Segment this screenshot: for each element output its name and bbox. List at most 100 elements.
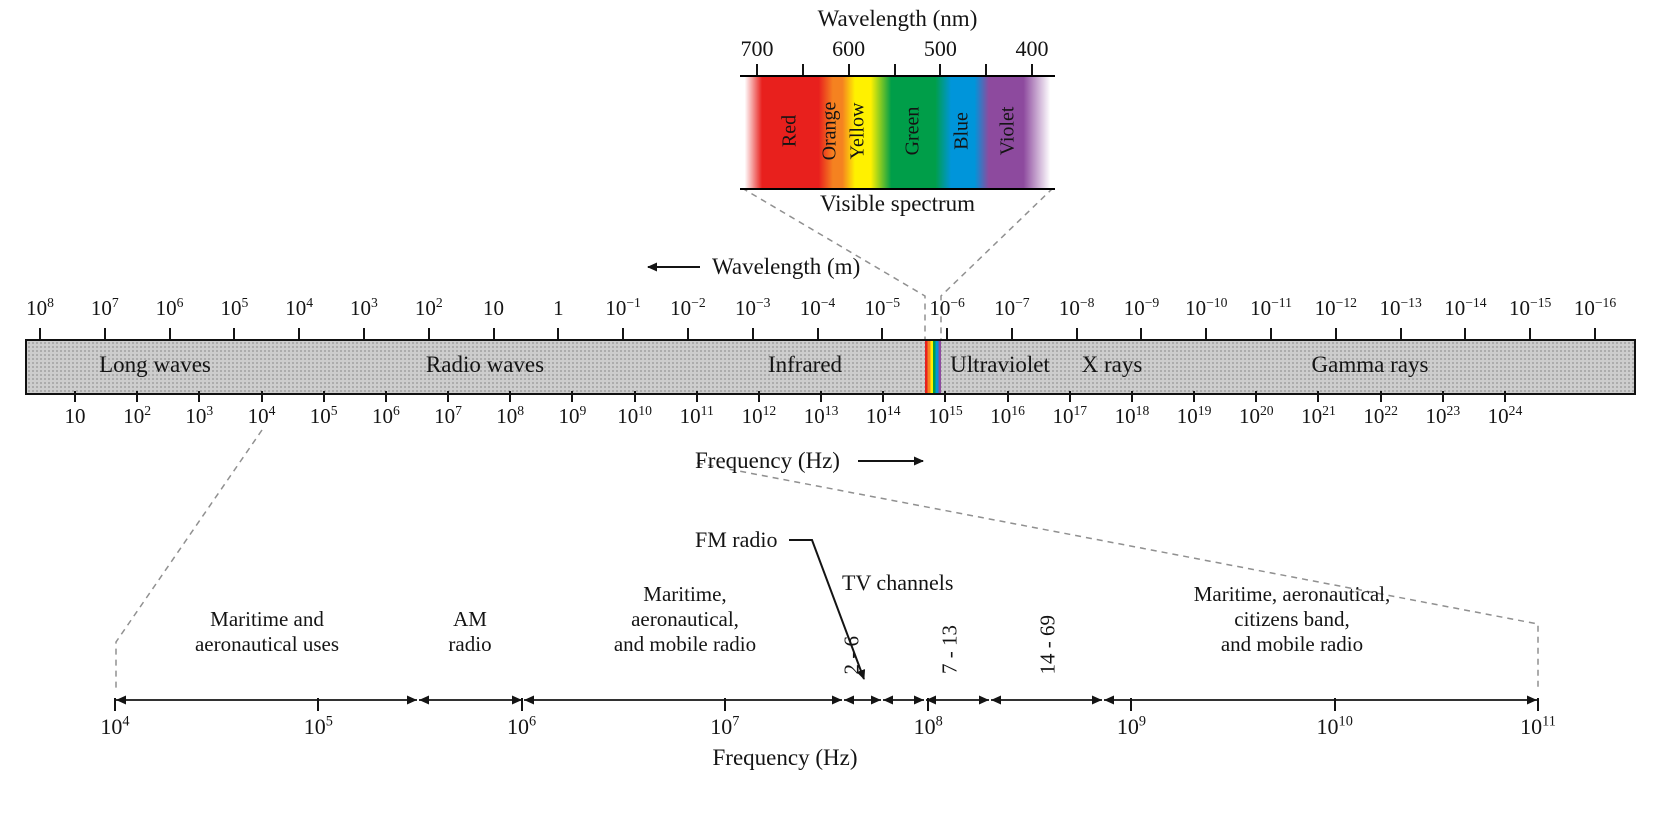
frequency-scale-tick bbox=[695, 391, 698, 402]
frequency-scale-label: 1014 bbox=[865, 403, 901, 428]
detail-axis-title: Frequency (Hz) bbox=[712, 745, 858, 770]
wavelength-scale-label: 105 bbox=[220, 295, 249, 320]
radio-band-label: Maritime, aeronautical, and mobile radio bbox=[613, 582, 757, 656]
wavelength-scale-tick bbox=[557, 328, 560, 339]
frequency-scale-tick bbox=[757, 391, 760, 402]
spectrum-region-label: Radio waves bbox=[425, 352, 545, 377]
wavelength-scale-label: 10−2 bbox=[670, 295, 706, 320]
frequency-scale-tick bbox=[571, 391, 574, 402]
spectrum-region-label: Infrared bbox=[767, 352, 843, 377]
frequency-scale-tick bbox=[198, 391, 201, 402]
frequency-scale-label: 1015 bbox=[928, 403, 963, 428]
frequency-scale-label: 1020 bbox=[1238, 403, 1274, 428]
frequency-scale-label: 1010 bbox=[617, 403, 652, 428]
visible-axis-ticks bbox=[740, 64, 1055, 75]
frequency-scale-tick bbox=[136, 391, 139, 402]
frequency-scale-tick bbox=[1006, 391, 1009, 402]
frequency-scale-label: 108 bbox=[496, 403, 525, 428]
wavelength-scale: 108 107 106 105 104 103 102 10 1 10−1 10−2 10−3 10−4… bbox=[0, 296, 1656, 322]
wavelength-scale-tick bbox=[1205, 328, 1208, 339]
wavelength-scale-label: 108 bbox=[26, 295, 54, 320]
wavelength-scale-tick bbox=[946, 328, 949, 339]
frequency-scale-label: 1016 bbox=[990, 403, 1025, 428]
frequency-scale-tick bbox=[1504, 391, 1506, 402]
wavelength-scale-label: 10−1 bbox=[605, 295, 641, 320]
frequency-scale-tick bbox=[1255, 391, 1258, 402]
wavelength-scale-label: 107 bbox=[90, 295, 119, 320]
wavelength-scale-tick bbox=[103, 328, 106, 339]
frequency-scale-label: 1012 bbox=[741, 403, 777, 428]
wavelength-scale-ticks bbox=[0, 328, 1656, 339]
radio-band-label: AM radio bbox=[448, 607, 492, 656]
frequency-scale-label: 109 bbox=[558, 403, 587, 428]
wavelength-scale-label: 10−7 bbox=[994, 295, 1030, 320]
detail-axis-label: 1010 bbox=[1316, 713, 1353, 739]
detail-axis-label: 105 bbox=[303, 713, 333, 739]
wavelength-scale-tick bbox=[427, 328, 430, 339]
detail-axis-tick bbox=[1130, 698, 1133, 711]
wavelength-scale-label: 104 bbox=[285, 295, 314, 320]
wavelength-scale-label: 10−10 bbox=[1185, 295, 1228, 320]
detail-axis-tick bbox=[1537, 698, 1539, 711]
detail-axis-tick bbox=[1333, 698, 1336, 711]
detail-axis-tick bbox=[723, 698, 726, 711]
frequency-scale-tick bbox=[1317, 391, 1320, 402]
wavelength-scale-label: 10−16 bbox=[1573, 295, 1617, 320]
visible-spectrum-caption: Visible spectrum bbox=[819, 191, 976, 216]
spectrum-region-label: Gamma rays bbox=[1311, 352, 1429, 377]
visible-axis-title: Wavelength (nm) bbox=[817, 6, 978, 31]
frequency-scale-label: 1011 bbox=[679, 403, 714, 428]
frequency-scale-tick bbox=[384, 391, 387, 402]
wavelength-scale-label: 10−8 bbox=[1058, 295, 1095, 320]
frequency-scale-tick bbox=[1441, 391, 1444, 402]
visible-axis-label: 500 bbox=[923, 36, 957, 61]
spectrum-region-label: Long waves bbox=[99, 352, 211, 377]
radio-band-label: Maritime and aeronautical uses bbox=[194, 607, 340, 656]
visible-color-bar bbox=[740, 75, 1055, 190]
frequency-scale-tick bbox=[447, 391, 450, 402]
frequency-scale-label: 102 bbox=[123, 403, 152, 428]
visible-axis-label: 700 bbox=[740, 36, 774, 61]
detail-axis-tick bbox=[317, 698, 320, 711]
wavelength-scale-tick bbox=[1075, 328, 1078, 339]
frequency-scale-tick bbox=[1379, 391, 1382, 402]
wavelength-scale-tick bbox=[1334, 328, 1337, 339]
spectrum-region-label: Ultraviolet bbox=[950, 352, 1050, 377]
tv-channels-label: TV channels bbox=[842, 570, 954, 595]
wavelength-scale-tick bbox=[39, 328, 41, 339]
wavelength-scale-tick bbox=[881, 328, 884, 339]
wavelength-scale-tick bbox=[492, 328, 495, 339]
frequency-scale-tick bbox=[1193, 391, 1196, 402]
wavelength-scale-tick bbox=[1140, 328, 1143, 339]
frequency-scale-tick bbox=[882, 391, 885, 402]
wavelength-scale-tick bbox=[298, 328, 301, 339]
frequency-scale-tick bbox=[322, 391, 325, 402]
visible-axis-tick bbox=[847, 64, 850, 75]
wavelength-scale-label: 10−13 bbox=[1379, 295, 1422, 320]
wavelength-scale-tick bbox=[816, 328, 819, 339]
spectrum-bar bbox=[25, 339, 1636, 395]
wavelength-scale-label: 10 bbox=[483, 296, 505, 320]
frequency-scale-tick bbox=[944, 391, 947, 402]
detail-axis-ticks bbox=[0, 698, 1656, 711]
frequency-scale-label: 1023 bbox=[1425, 403, 1461, 428]
frequency-scale-tick bbox=[509, 391, 512, 402]
wavelength-scale-label: 102 bbox=[414, 295, 443, 320]
wavelength-scale-tick bbox=[1529, 328, 1532, 339]
frequency-scale-tick bbox=[1068, 391, 1071, 402]
visible-axis-tick bbox=[939, 64, 942, 75]
tv-channel-range-label: 2 - 6 bbox=[839, 635, 864, 675]
frequency-scale-label: 105 bbox=[309, 403, 338, 428]
detail-axis-label: 1011 bbox=[1520, 713, 1556, 739]
detail-axis-labels: 104 105 106 107 108 109 1010 1011 bbox=[0, 714, 1656, 742]
frequency-scale-label: 1013 bbox=[803, 403, 839, 428]
frequency-scale-tick bbox=[633, 391, 636, 402]
detail-axis-label: 107 bbox=[710, 713, 740, 739]
frequency-scale-label: 1021 bbox=[1301, 403, 1336, 428]
wavelength-scale-tick bbox=[1270, 328, 1273, 339]
tv-channel-range-label: 7 - 13 bbox=[937, 625, 962, 674]
wavelength-scale-tick bbox=[1399, 328, 1402, 339]
detail-axis-label: 104 bbox=[100, 713, 130, 739]
frequency-scale-label: 10 bbox=[64, 404, 86, 428]
